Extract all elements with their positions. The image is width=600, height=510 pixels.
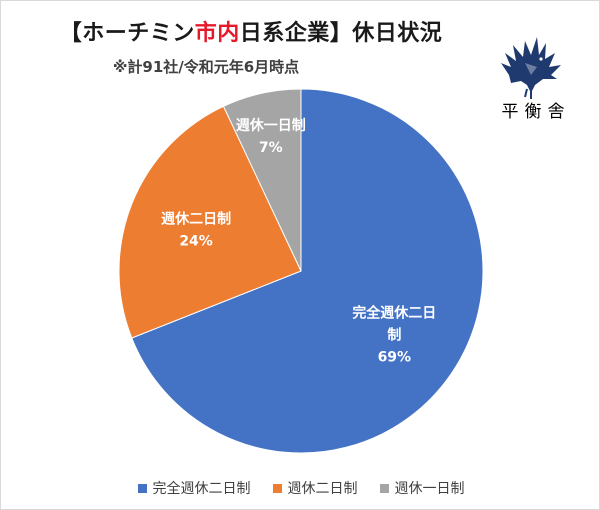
data-label-value: 7% — [259, 140, 283, 156]
legend: 完全週休二日制 週休二日制 週休一日制 — [1, 478, 600, 498]
legend-swatch — [379, 483, 389, 493]
legend-label: 週休一日制 — [394, 481, 465, 497]
pie-data-labels: 完全週休二日制 69% 週休二日制 24% 週休一日制 7% — [161, 117, 436, 365]
eagle-icon — [501, 37, 561, 99]
data-label-value: 69% — [378, 349, 412, 365]
pie-slices — [118, 88, 484, 454]
legend-item: 週休一日制 — [379, 478, 465, 498]
legend-label: 週休二日制 — [287, 481, 358, 497]
legend-label: 完全週休二日制 — [152, 481, 251, 497]
slice-full-two-day — [131, 88, 484, 454]
logo-text: 平衡舎 — [501, 102, 571, 122]
chart-title-highlight: 市内 — [194, 21, 240, 46]
data-label-value: 24% — [179, 233, 213, 249]
legend-item: 週休二日制 — [272, 478, 358, 498]
legend-item: 完全週休二日制 — [137, 478, 251, 498]
chart-title: 【ホーチミン市内日系企業】休日状況 — [1, 15, 501, 47]
legend-swatch — [272, 483, 282, 493]
data-label-category: 週休二日制 — [161, 210, 231, 227]
chart-title-suffix: 日系企業】休日状況 — [239, 21, 443, 46]
chart-subtitle: ※計91社/令和元年6月時点 — [112, 58, 300, 76]
slice-two-day — [118, 105, 302, 339]
slice-one-day — [222, 88, 302, 272]
data-label-category: 完全週休二日 — [352, 304, 436, 321]
data-label-category: 制 — [387, 326, 401, 343]
pie-chart: 完全週休二日制 69% 週休二日制 24% 週休一日制 7% — [118, 88, 484, 454]
data-label-category: 週休一日制 — [236, 117, 306, 134]
chart-title-prefix: 【ホーチミン — [59, 21, 195, 46]
legend-swatch — [137, 483, 147, 493]
